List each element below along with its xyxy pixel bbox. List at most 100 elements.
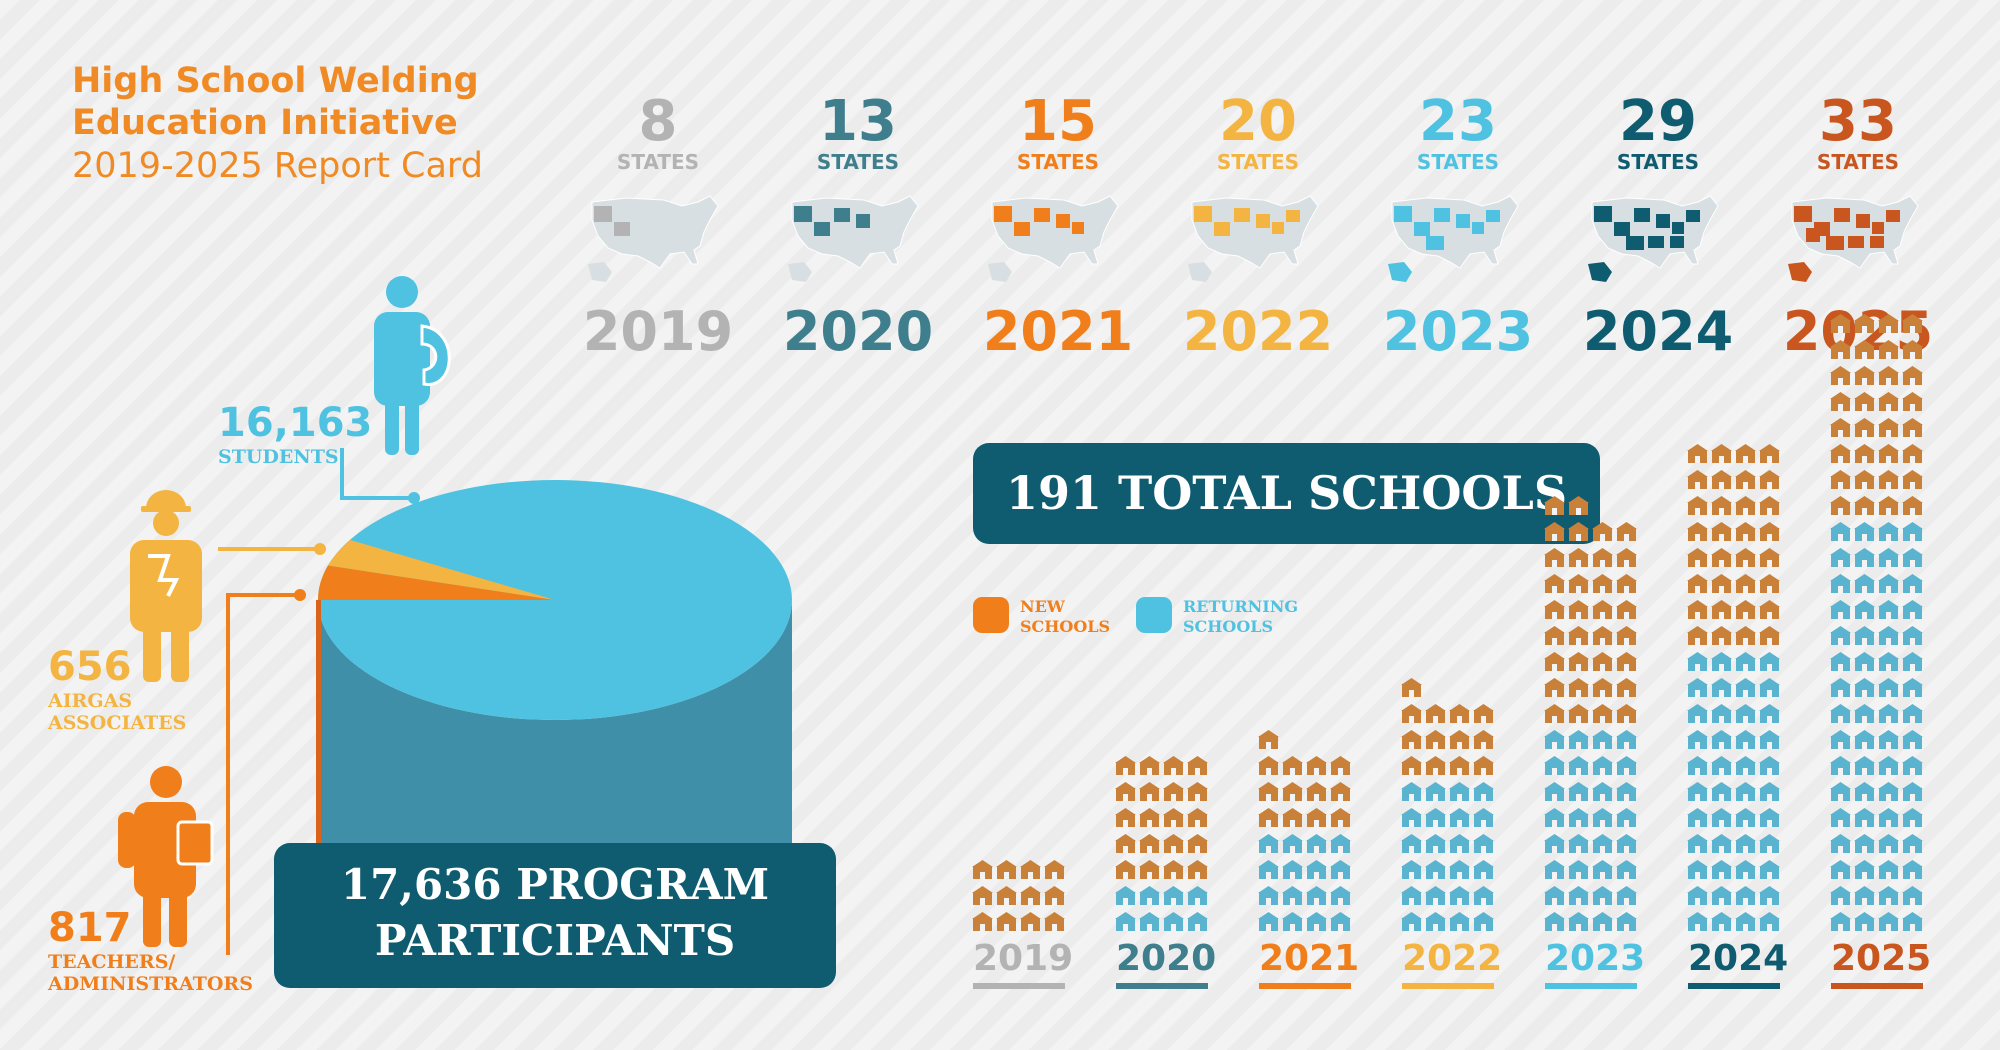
- states-year-2021: 2021: [982, 300, 1134, 363]
- new-school-icon: [1830, 314, 1851, 333]
- new-school-icon: [1306, 756, 1327, 775]
- returning-school-icon: [1854, 834, 1875, 853]
- returning-school-icon: [1878, 574, 1899, 593]
- title-line-1: High School Welding: [72, 61, 479, 101]
- new-school-icon: [1711, 522, 1732, 541]
- new-school-icon: [1449, 756, 1470, 775]
- new-school-icon: [1902, 366, 1923, 385]
- states-year-2024: 2024: [1582, 300, 1734, 363]
- schools-year-underline-2019: [973, 983, 1065, 989]
- new-school-icon: [972, 860, 993, 879]
- schools-year-label-2024: 2024: [1688, 938, 1789, 979]
- associates-label: AIRGAS ASSOCIATES: [48, 690, 186, 734]
- new-school-icon: [1878, 392, 1899, 411]
- new-school-icon: [1759, 626, 1780, 645]
- new-school-icon: [1830, 340, 1851, 359]
- states-count-2024: 29: [1619, 89, 1697, 154]
- new-school-icon: [1282, 808, 1303, 827]
- new-school-icon: [1425, 756, 1446, 775]
- returning-school-icon: [1449, 808, 1470, 827]
- returning-school-icon: [1735, 782, 1756, 801]
- returning-school-icon: [1425, 834, 1446, 853]
- returning-school-icon: [1759, 756, 1780, 775]
- new-school-icon: [1878, 496, 1899, 515]
- returning-school-icon: [1544, 912, 1565, 931]
- new-school-icon: [1902, 444, 1923, 463]
- returning-school-icon: [1306, 860, 1327, 879]
- new-school-icon: [1687, 470, 1708, 489]
- new-school-icon: [1687, 548, 1708, 567]
- new-school-icon: [1258, 730, 1279, 749]
- returning-school-icon: [1854, 678, 1875, 697]
- returning-school-icon: [1449, 912, 1470, 931]
- returning-school-icon: [1711, 860, 1732, 879]
- map-state-region-2022-3: [1256, 214, 1270, 228]
- returning-school-icon: [1735, 678, 1756, 697]
- legend-returning-line-1: RETURNING: [1183, 597, 1299, 616]
- returning-school-icon: [1902, 678, 1923, 697]
- returning-school-icon: [1830, 834, 1851, 853]
- new-school-icon: [1044, 860, 1065, 879]
- new-school-icon: [1592, 522, 1613, 541]
- returning-school-icon: [1568, 860, 1589, 879]
- title-line-2: Education Initiative: [72, 103, 458, 143]
- new-school-icon: [1711, 574, 1732, 593]
- returning-school-icon: [1902, 782, 1923, 801]
- new-school-icon: [1711, 444, 1732, 463]
- returning-school-icon: [1711, 912, 1732, 931]
- new-school-icon: [1830, 366, 1851, 385]
- schools-year-underline-2024: [1688, 983, 1780, 989]
- map-state-region-2020-1: [814, 222, 830, 236]
- returning-school-icon: [1830, 782, 1851, 801]
- returning-school-icon: [1616, 730, 1637, 749]
- returning-school-icon: [1902, 626, 1923, 645]
- map-state-region-2025-4: [1872, 222, 1884, 234]
- returning-school-icon: [1687, 808, 1708, 827]
- map-state-region-2024-8: [1670, 236, 1684, 248]
- returning-school-icon: [1163, 886, 1184, 905]
- new-school-icon: [1187, 860, 1208, 879]
- legend-returning-line-2: SCHOOLS: [1183, 617, 1274, 636]
- new-school-icon: [1473, 756, 1494, 775]
- map-state-region-2025-8: [1870, 236, 1884, 248]
- new-school-icon: [1425, 730, 1446, 749]
- new-school-icon: [1616, 574, 1637, 593]
- returning-school-icon: [1282, 886, 1303, 905]
- returning-school-icon: [1830, 912, 1851, 931]
- returning-school-icon: [1902, 600, 1923, 619]
- returning-school-icon: [1735, 756, 1756, 775]
- associates-label-line-1: AIRGAS: [48, 690, 133, 712]
- new-school-icon: [1163, 756, 1184, 775]
- report-subtitle: 2019-2025 Report Card: [72, 146, 483, 186]
- new-school-icon: [1687, 626, 1708, 645]
- new-school-icon: [1568, 704, 1589, 723]
- map-state-region-2022-2: [1234, 208, 1250, 222]
- new-school-icon: [1592, 704, 1613, 723]
- returning-school-icon: [1830, 522, 1851, 541]
- new-school-icon: [1258, 808, 1279, 827]
- new-school-icon: [1759, 548, 1780, 567]
- returning-school-icon: [1711, 652, 1732, 671]
- returning-school-icon: [1711, 730, 1732, 749]
- returning-school-icon: [1473, 782, 1494, 801]
- returning-school-icon: [1830, 548, 1851, 567]
- us-map-2019: [588, 195, 719, 282]
- teachers-label: TEACHERS/ ADMINISTRATORS: [48, 951, 253, 995]
- map-state-region-2020-2: [834, 208, 850, 222]
- states-count-2019: 8: [638, 89, 678, 154]
- schools-year-underline-2020: [1116, 983, 1208, 989]
- returning-school-icon: [1258, 912, 1279, 931]
- returning-school-icon: [1616, 782, 1637, 801]
- returning-school-icon: [1878, 756, 1899, 775]
- new-school-icon: [1163, 834, 1184, 853]
- returning-school-icon: [1687, 782, 1708, 801]
- returning-school-icon: [1330, 912, 1351, 931]
- returning-school-icon: [1425, 860, 1446, 879]
- new-school-icon: [1830, 418, 1851, 437]
- new-school-icon: [1878, 340, 1899, 359]
- new-school-icon: [1830, 496, 1851, 515]
- returning-school-icon: [1854, 782, 1875, 801]
- returning-school-icon: [1330, 860, 1351, 879]
- student-figure-icon: [374, 276, 451, 455]
- new-school-icon: [1449, 730, 1470, 749]
